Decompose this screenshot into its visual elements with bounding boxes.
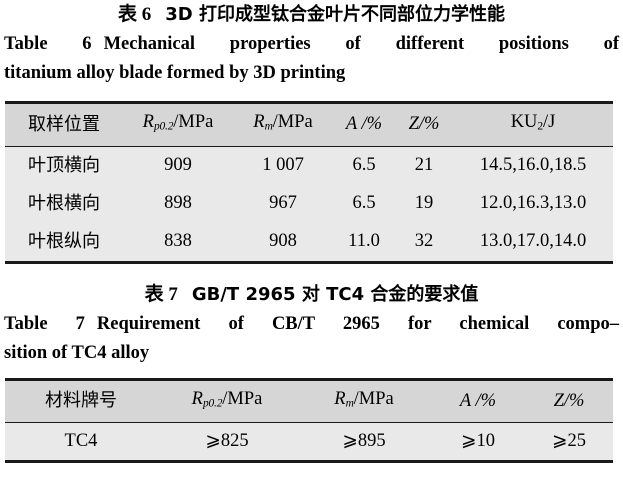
table6-cell-reduction: 19	[395, 184, 453, 223]
table6-wrapper: 取样位置 Rp0.2/MPa Rm/MPa A /% Z/% KU2/J 叶顶横…	[0, 101, 623, 264]
table6-chinese-title: 3D 打印成型钛合金叶片不同部位力学性能	[165, 4, 505, 25]
table6-cell-reduction: 21	[395, 146, 453, 185]
table7-english-label: Table 7	[4, 313, 85, 334]
table6-body: 叶顶横向 909 1 007 6.5 21 14.5,16.0,18.5 叶根横…	[5, 146, 613, 263]
table6-cell-rp02: 909	[123, 146, 233, 185]
table7-cell-rp02: ⩾825	[157, 422, 297, 462]
table6-english-caption-line1: Table 6 Mechanical properties of differen…	[0, 30, 623, 59]
table-row: 叶顶横向 909 1 007 6.5 21 14.5,16.0,18.5	[5, 146, 613, 185]
table7-chinese-caption: 表 7 GB/T 2965 对 TC4 合金的要求值	[0, 280, 623, 310]
table7-col-rm: Rm/MPa	[297, 379, 431, 424]
table6-english-title-part1: Mechanical properties of different posit…	[103, 34, 619, 54]
table6-cell-rp02: 838	[123, 222, 233, 263]
table6-chinese-caption: 表 6 3D 打印成型钛合金叶片不同部位力学性能	[0, 0, 623, 30]
table7-wrapper: 材料牌号 Rp0.2/MPa Rm/MPa A /% Z/% TC4 ⩾825 …	[0, 377, 623, 464]
table7-english-caption-line1: Table 7 Requirement of CB/T 2965 for chem…	[0, 310, 623, 339]
table6-english-caption-line2: titanium alloy blade formed by 3D printi…	[0, 59, 623, 88]
table7-col-reduction: Z/%	[525, 379, 613, 424]
table7-chinese-title: GB/T 2965 对 TC4 合金的要求值	[191, 283, 479, 305]
table7-col-rp02: Rp0.2/MPa	[157, 379, 297, 424]
table7-body: TC4 ⩾825 ⩾895 ⩾10 ⩾25	[5, 422, 613, 462]
table6-col-impact: KU2/J	[453, 102, 613, 147]
table7-col-elongation: A /%	[431, 379, 525, 424]
table6-col-reduction: Z/%	[395, 102, 453, 147]
table6-english-title-part2: titanium alloy blade formed by 3D printi…	[4, 63, 346, 83]
table6-col-rm: Rm/MPa	[233, 102, 333, 147]
table6-header-row: 取样位置 Rp0.2/MPa Rm/MPa A /% Z/% KU2/J	[5, 102, 613, 147]
table7-cell-reduction: ⩾25	[525, 422, 613, 462]
table-row: TC4 ⩾825 ⩾895 ⩾10 ⩾25	[5, 422, 613, 462]
table6-cell-position: 叶顶横向	[5, 146, 123, 185]
table-row: 叶根纵向 838 908 11.0 32 13.0,17.0,14.0	[5, 222, 613, 263]
table6-cell-rm: 1 007	[233, 146, 333, 185]
table6-cell-impact: 12.0,16.3,13.0	[453, 184, 613, 223]
table7-header-row-group: 材料牌号 Rp0.2/MPa Rm/MPa A /% Z/%	[5, 379, 613, 424]
table6-cell-position: 叶根纵向	[5, 222, 123, 263]
table7-cell-elongation: ⩾10	[431, 422, 525, 462]
table6-cell-rm: 908	[233, 222, 333, 263]
table6-cell-elongation: 6.5	[333, 184, 395, 223]
table-row: 叶根横向 898 967 6.5 19 12.0,16.3,13.0	[5, 184, 613, 223]
table7-header-row: 材料牌号 Rp0.2/MPa Rm/MPa A /% Z/%	[5, 379, 613, 424]
table6: 取样位置 Rp0.2/MPa Rm/MPa A /% Z/% KU2/J 叶顶横…	[5, 101, 613, 264]
table6-cell-rp02: 898	[123, 184, 233, 223]
table6-cell-impact: 13.0,17.0,14.0	[453, 222, 613, 263]
table6-col-position: 取样位置	[5, 102, 123, 147]
table7-english-caption-line2: sition of TC4 alloy	[0, 339, 623, 368]
table6-col-elongation: A /%	[333, 102, 395, 147]
table7-english-title-part1: Requirement of CB/T 2965 for chemical co…	[96, 313, 620, 334]
table7: 材料牌号 Rp0.2/MPa Rm/MPa A /% Z/% TC4 ⩾825 …	[5, 377, 613, 464]
table7-cell-rm: ⩾895	[297, 422, 431, 462]
table6-chinese-label: 表 6	[118, 4, 152, 25]
table6-cell-rm: 967	[233, 184, 333, 223]
table6-cell-elongation: 11.0	[333, 222, 395, 263]
table6-cell-position: 叶根横向	[5, 184, 123, 223]
table6-header-row-group: 取样位置 Rp0.2/MPa Rm/MPa A /% Z/% KU2/J	[5, 102, 613, 147]
table7-chinese-label: 表 7	[144, 283, 178, 305]
table6-cell-reduction: 32	[395, 222, 453, 263]
table6-english-label: Table 6	[4, 34, 92, 54]
table7-col-grade: 材料牌号	[5, 379, 157, 424]
table7-cell-grade: TC4	[5, 422, 157, 462]
table7-english-title-part2: sition of TC4 alloy	[4, 342, 150, 363]
table6-cell-impact: 14.5,16.0,18.5	[453, 146, 613, 185]
table6-cell-elongation: 6.5	[333, 146, 395, 185]
table6-col-rp02: Rp0.2/MPa	[123, 102, 233, 147]
